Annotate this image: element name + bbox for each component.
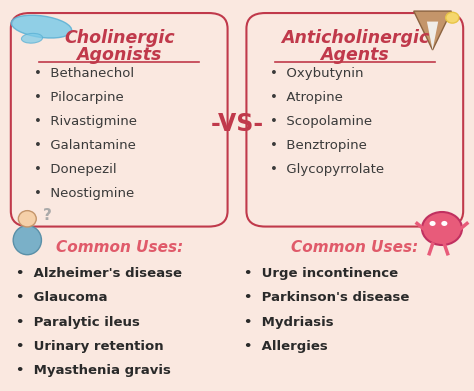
Text: •  Glycopyrrolate: • Glycopyrrolate xyxy=(270,163,384,176)
Text: •  Atropine: • Atropine xyxy=(270,91,343,104)
Text: Common Uses:: Common Uses: xyxy=(55,240,183,255)
Text: •  Scopolamine: • Scopolamine xyxy=(270,115,372,128)
Text: •  Bethanechol: • Bethanechol xyxy=(35,67,135,80)
Text: -VS-: -VS- xyxy=(210,112,264,136)
Text: •  Parkinson's disease: • Parkinson's disease xyxy=(244,291,410,304)
Text: •  Alzheimer's disease: • Alzheimer's disease xyxy=(16,267,182,280)
Text: •  Urinary retention: • Urinary retention xyxy=(16,340,163,353)
Text: Agents: Agents xyxy=(320,46,389,64)
Text: •  Mydriasis: • Mydriasis xyxy=(244,316,334,328)
Text: •  Galantamine: • Galantamine xyxy=(35,139,136,152)
Ellipse shape xyxy=(18,211,36,227)
Polygon shape xyxy=(414,11,451,50)
Text: •  Urge incontinence: • Urge incontinence xyxy=(244,267,398,280)
Text: Common Uses:: Common Uses: xyxy=(291,240,419,255)
Text: •  Neostigmine: • Neostigmine xyxy=(35,187,135,200)
Text: •  Donepezil: • Donepezil xyxy=(35,163,117,176)
Ellipse shape xyxy=(422,212,462,245)
Ellipse shape xyxy=(11,15,72,38)
Text: •  Benztropine: • Benztropine xyxy=(270,139,367,152)
Text: •  Oxybutynin: • Oxybutynin xyxy=(270,67,364,80)
Text: •  Myasthenia gravis: • Myasthenia gravis xyxy=(16,364,170,377)
Text: ?: ? xyxy=(43,208,52,223)
Text: •  Rivastigmine: • Rivastigmine xyxy=(35,115,137,128)
Text: •  Allergies: • Allergies xyxy=(244,340,328,353)
Ellipse shape xyxy=(13,226,41,255)
Ellipse shape xyxy=(441,221,447,226)
Text: Anticholinergic: Anticholinergic xyxy=(281,29,429,47)
Ellipse shape xyxy=(21,33,43,43)
Ellipse shape xyxy=(446,12,459,23)
Text: •  Glaucoma: • Glaucoma xyxy=(16,291,107,304)
Text: Agonists: Agonists xyxy=(76,46,162,64)
Polygon shape xyxy=(427,22,438,50)
Text: •  Pilocarpine: • Pilocarpine xyxy=(35,91,124,104)
Text: •  Paralytic ileus: • Paralytic ileus xyxy=(16,316,139,328)
Text: Cholinergic: Cholinergic xyxy=(64,29,174,47)
Ellipse shape xyxy=(429,221,436,226)
